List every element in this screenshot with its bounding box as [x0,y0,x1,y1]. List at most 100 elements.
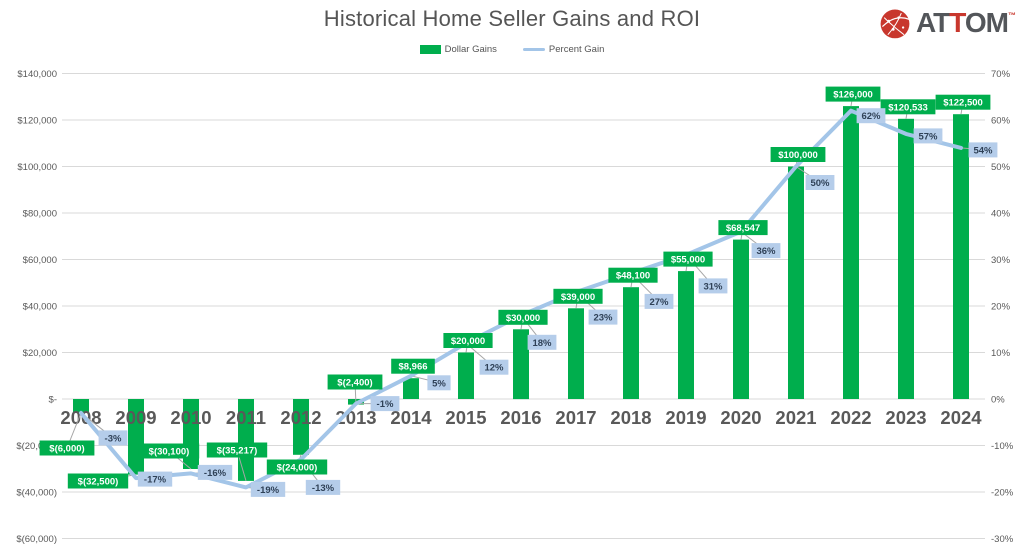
dollar-label-2011: $(35,217) [217,446,258,457]
bar-2023 [898,118,914,400]
percent-label-bg [856,108,886,124]
dollar-label-bg [498,309,548,325]
dollar-label-bg [880,99,936,115]
dollar-label-bg [553,288,603,304]
x-axis-label-2014: 2014 [390,407,432,428]
x-axis-label-2010: 2010 [170,407,211,428]
y-axis-left-tick: $- [49,395,57,406]
bar-2018 [623,287,639,399]
bar-2020 [733,239,749,399]
percent-label-bg [968,142,998,158]
x-axis-label-2023: 2023 [885,407,926,428]
legend-dollar-label: Dollar Gains [444,44,497,55]
dollar-label-bg [770,147,826,162]
percent-label-2022: 62% [861,111,881,122]
chart-title: Historical Home Seller Gains and ROI [323,6,701,31]
y-axis-right-tick: -10% [991,441,1014,452]
bar-2016 [513,329,529,400]
percent-label-2023: 57% [918,131,938,142]
percent-label-bg [751,243,781,259]
y-axis-right-tick: 20% [991,302,1011,313]
y-axis-left-tick: $40,000 [23,302,57,313]
percent-label-bg [427,375,451,391]
y-axis-right-tick: 60% [991,116,1011,127]
chart-legend: Dollar Gains Percent Gain [0,44,1024,55]
logo-wordmark: ATTOM™ [916,9,1016,37]
y-axis-left-tick: $120,000 [17,116,57,127]
bar-2011 [238,399,254,481]
bar-2015 [458,352,474,399]
percent-label-bg [98,430,128,446]
percent-label-bg [305,479,341,495]
dollar-label-bg [718,220,768,236]
percent-gain-swatch-icon [522,48,545,51]
y-axis-right-tick: -20% [991,488,1014,499]
dollar-label-bg [67,473,129,489]
dollar-label-bg [138,443,200,459]
attom-globe-icon [880,9,910,39]
bar-2024 [953,114,969,399]
dollar-label-bg [663,251,713,267]
percent-label-bg [805,175,835,190]
x-axis-label-2016: 2016 [500,407,541,428]
logo-text-prefix: AT [916,7,950,38]
dollar-gains-swatch-icon [419,45,441,54]
y-axis-left-tick: $(20,000) [16,441,57,452]
bar-2008 [73,399,89,413]
dollar-label-2008: $(6,000) [49,444,84,455]
percent-label-2018: 27% [649,297,669,308]
dollar-label-2017: $39,000 [561,292,595,303]
dollar-label-2024: $122,500 [943,98,983,109]
y-axis-right-tick: 10% [991,348,1011,359]
percent-label-bg [370,396,400,412]
dollar-label-2009: $(32,500) [78,477,119,488]
dollar-label-2022: $126,000 [833,90,873,101]
dollar-label-bg [327,374,383,390]
logo-trademark: ™ [1008,11,1016,20]
dollar-label-2020: $68,547 [726,223,760,234]
dollar-label-2014: $8,966 [398,362,427,373]
y-axis-right-tick: 50% [991,162,1011,173]
dollar-label-bg [39,440,95,456]
logo-text-accent: T [949,7,966,38]
x-axis-label-2021: 2021 [775,407,816,428]
y-axis-right-tick: 70% [991,69,1011,80]
attom-logo: ATTOM™ [877,5,1016,41]
y-axis-left-tick: $(60,000) [16,534,57,545]
percent-label-bg [137,471,173,487]
dollar-label-bg [206,442,268,458]
y-axis-right-tick: 30% [991,255,1011,266]
percent-label-bg [479,359,509,375]
x-axis-label-2022: 2022 [830,407,871,428]
dollar-label-bg [608,267,658,283]
x-axis-label-2008: 2008 [60,407,101,428]
bar-2014 [403,378,419,399]
percent-label-2010: -16% [204,468,227,479]
dollar-label-bg [825,86,881,102]
dollar-label-2016: $30,000 [506,313,540,324]
percent-label-2009: -17% [144,475,167,486]
y-axis-left-tick: $140,000 [17,69,57,80]
percent-label-2016: 18% [532,338,552,349]
x-axis-label-2024: 2024 [940,407,982,428]
logo-text-suffix: OM [964,7,1009,38]
percent-label-2024: 54% [973,145,993,156]
dollar-label-2010: $(30,100) [149,447,190,458]
percent-label-bg [644,293,674,309]
dollar-label-bg [935,94,991,110]
percent-label-2012: -13% [312,483,335,494]
percent-label-2015: 12% [484,363,504,374]
dollar-label-2012: $(24,000) [277,463,318,474]
y-axis-left-tick: $20,000 [23,348,57,359]
dollar-label-2023: $120,533 [888,102,928,113]
percent-label-2008: -3% [105,433,122,444]
dollar-label-bg [266,459,328,475]
y-axis-left-tick: $(40,000) [16,488,57,499]
x-axis-label-2020: 2020 [720,407,761,428]
percent-label-bg [197,464,233,480]
percent-label-bg [698,278,728,294]
x-axis-label-2012: 2012 [280,407,321,428]
y-axis-left-tick: $80,000 [23,209,57,220]
y-axis-left-tick: $60,000 [23,255,57,266]
